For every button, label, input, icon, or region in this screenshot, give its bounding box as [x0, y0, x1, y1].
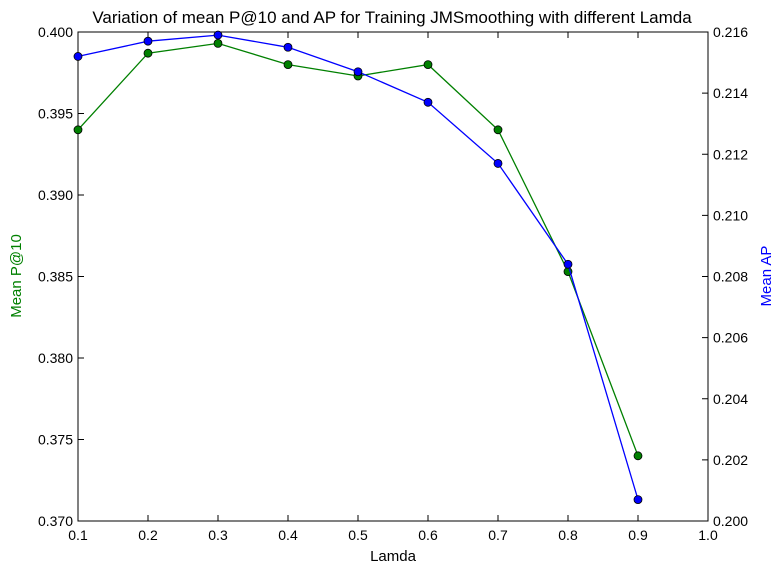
x-tick-label: 1.0 — [698, 527, 718, 543]
data-point-mean-ap — [423, 97, 433, 107]
x-tick-label: 0.5 — [348, 527, 368, 543]
y-tick-label-right: 0.208 — [713, 269, 748, 285]
y-tick-label-left: 0.395 — [38, 106, 73, 122]
x-axis-label: Lamda — [370, 548, 417, 565]
data-point-mean-p10 — [423, 60, 433, 69]
y-tick-label-right: 0.212 — [713, 146, 748, 162]
y-tick-label-left: 0.390 — [38, 187, 73, 203]
y-tick-label-left: 0.385 — [38, 269, 73, 285]
ticks-layer: 0.1 0.2 0.3 0.4 0.5 0.6 0.7 0.8 0.9 1.0 0.370 0.375… — [38, 24, 748, 543]
x-tick-label: 0.9 — [628, 527, 648, 543]
data-point-mean-ap — [493, 159, 503, 168]
y-tick-label-right: 0.210 — [713, 207, 748, 223]
y-tick-label-right: 0.214 — [713, 85, 748, 101]
x-tick-label: 0.8 — [558, 527, 578, 543]
y-tick-label-left: 0.400 — [38, 24, 73, 40]
data-point-mean-p10 — [283, 60, 293, 69]
x-tick-label: 0.6 — [418, 527, 438, 543]
series-layer — [73, 30, 643, 505]
x-tick-label: 0.3 — [208, 527, 228, 543]
y-tick-label-right: 0.200 — [713, 513, 748, 529]
y-tick-label-right: 0.202 — [713, 452, 748, 468]
x-tick-label: 0.2 — [138, 527, 158, 543]
y-tick-label-right: 0.216 — [713, 24, 748, 40]
data-point-mean-ap — [353, 67, 363, 77]
x-tick-label: 0.1 — [68, 527, 88, 543]
chart-title: Variation of mean P@10 and AP for Traini… — [92, 8, 692, 27]
data-point-mean-p10 — [73, 125, 83, 135]
data-point-mean-ap — [73, 52, 83, 61]
data-point-mean-p10 — [213, 39, 223, 48]
data-point-mean-ap — [283, 42, 293, 52]
y-axis-label-right: Mean AP — [758, 246, 775, 307]
data-point-mean-ap — [143, 36, 153, 46]
data-point-mean-ap — [563, 259, 573, 269]
data-point-mean-p10 — [143, 48, 153, 58]
y-tick-label-right: 0.204 — [713, 391, 748, 407]
data-point-mean-ap — [213, 30, 223, 40]
data-point-mean-p10 — [493, 125, 503, 135]
y-tick-label-right: 0.206 — [713, 330, 748, 346]
x-tick-label: 0.7 — [488, 527, 508, 543]
x-tick-label: 0.4 — [278, 527, 298, 543]
series-line-mean-p10 — [77, 42, 639, 457]
y-axis-label-left: Mean P@10 — [8, 234, 25, 318]
y-tick-label-left: 0.380 — [38, 350, 73, 366]
series-line-mean-ap — [77, 34, 639, 500]
y-tick-label-left: 0.370 — [38, 513, 73, 529]
plot-frame — [77, 31, 709, 522]
y-tick-label-left: 0.375 — [38, 432, 73, 448]
data-point-mean-p10 — [633, 451, 643, 461]
data-point-mean-ap — [633, 495, 643, 505]
